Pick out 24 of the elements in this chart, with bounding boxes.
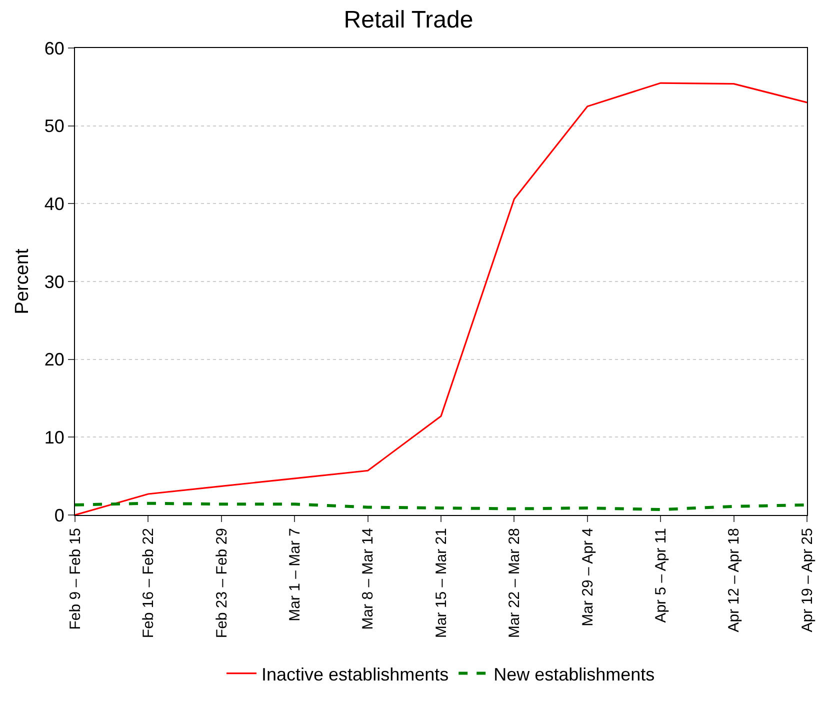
x-tick-label: Feb 16 – Feb 22 — [140, 528, 158, 638]
x-tick-label: Mar 29 – Apr 4 — [579, 528, 596, 626]
x-tick-label: Mar 1 – Mar 7 — [286, 528, 304, 622]
y-axis-title: Percent — [12, 248, 34, 314]
y-tick-label: 40 — [44, 194, 64, 214]
legend-label: Inactive establishments — [262, 664, 449, 684]
x-tick-label: Mar 22 – Mar 28 — [506, 528, 524, 638]
legend-label: New establishments — [494, 664, 655, 684]
x-tick-label: Feb 9 – Feb 15 — [66, 528, 84, 630]
x-tick-label: Apr 5 – Apr 11 — [652, 528, 670, 623]
x-tick-label: Feb 23 – Feb 29 — [213, 528, 230, 638]
x-tick-label: Apr 19 – Apr 25 — [798, 528, 816, 632]
line-series — [75, 502, 807, 512]
y-tick-label: 50 — [44, 116, 64, 136]
y-tick-label: 20 — [44, 350, 64, 370]
chart-title: Retail Trade — [344, 6, 474, 34]
y-tick-label: 60 — [44, 38, 64, 58]
x-tick-label: Mar 8 – Mar 14 — [360, 528, 377, 630]
y-tick-label: 10 — [44, 427, 64, 448]
line-series — [75, 82, 807, 515]
x-tick-label: Mar 15 – Mar 21 — [432, 528, 450, 638]
y-tick-label: 30 — [44, 272, 64, 292]
x-tick-label: Apr 12 – Apr 18 — [726, 528, 743, 632]
y-tick-label: 0 — [54, 505, 64, 526]
